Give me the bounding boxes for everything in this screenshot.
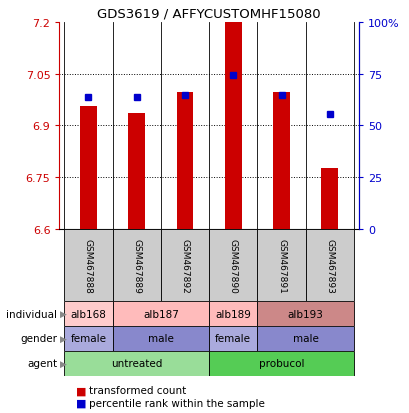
Text: individual: individual (7, 309, 57, 319)
Text: female: female (215, 334, 251, 344)
Bar (257, 229, 305, 301)
Text: GSM467893: GSM467893 (324, 238, 333, 293)
Bar (64, 326, 112, 351)
Bar (128, 114, 145, 229)
Text: ▶: ▶ (60, 359, 67, 368)
Text: alb168: alb168 (70, 309, 106, 319)
Text: gender: gender (20, 334, 57, 344)
Text: GSM467888: GSM467888 (84, 238, 93, 293)
Bar (64, 229, 112, 301)
Bar (321, 169, 337, 229)
Text: ▶: ▶ (60, 334, 67, 343)
Text: GSM467892: GSM467892 (180, 238, 189, 293)
Text: untreated: untreated (111, 358, 162, 368)
Bar (112, 326, 209, 351)
Text: percentile rank within the sample: percentile rank within the sample (89, 398, 264, 408)
Bar (112, 229, 160, 301)
Text: GSM467890: GSM467890 (228, 238, 237, 293)
Bar (257, 326, 353, 351)
Bar (209, 351, 353, 376)
Text: alb193: alb193 (287, 309, 323, 319)
Bar (64, 351, 209, 376)
Bar (257, 301, 353, 326)
Bar (80, 107, 97, 229)
Bar (112, 301, 209, 326)
Bar (64, 301, 112, 326)
Bar (209, 301, 257, 326)
Bar (176, 93, 193, 229)
Bar (209, 326, 257, 351)
Text: GSM467889: GSM467889 (132, 238, 141, 293)
Bar (305, 229, 353, 301)
Text: female: female (70, 334, 106, 344)
Text: ▶: ▶ (60, 309, 67, 318)
Text: male: male (148, 334, 173, 344)
Bar (209, 229, 257, 301)
Text: alb189: alb189 (215, 309, 251, 319)
Text: ■: ■ (76, 385, 86, 395)
Text: transformed count: transformed count (89, 385, 186, 395)
Text: ■: ■ (76, 398, 86, 408)
Bar (160, 229, 209, 301)
Title: GDS3619 / AFFYCUSTOMHF15080: GDS3619 / AFFYCUSTOMHF15080 (97, 7, 320, 20)
Text: male: male (292, 334, 318, 344)
Bar (272, 93, 289, 229)
Text: agent: agent (27, 358, 57, 368)
Text: alb187: alb187 (143, 309, 178, 319)
Text: GSM467891: GSM467891 (276, 238, 285, 293)
Bar (224, 23, 241, 229)
Text: probucol: probucol (258, 358, 303, 368)
